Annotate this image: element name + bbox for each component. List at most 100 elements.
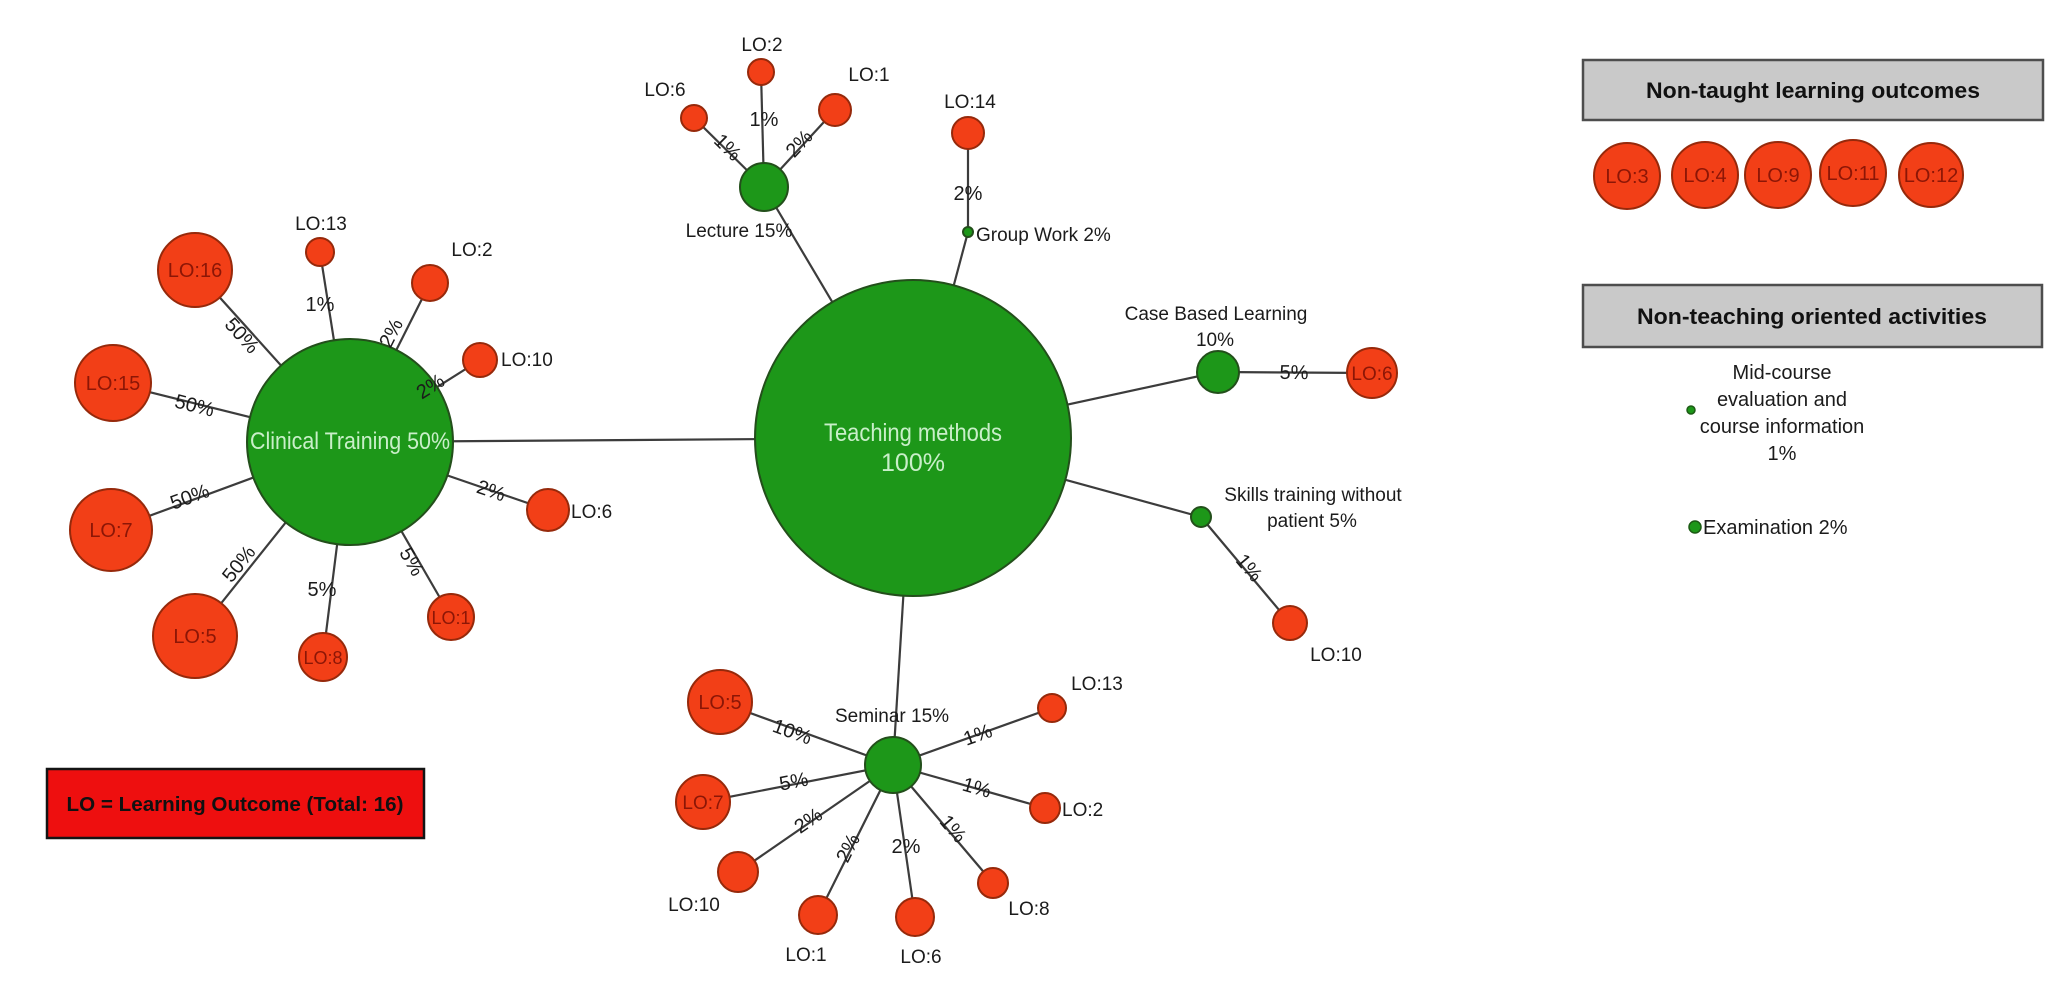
lo-node-se-lo13 (1037, 693, 1067, 723)
node-ext-label-c-lo2-0: LO:2 (451, 240, 492, 261)
node-ext-label-se-lo1-0: LO:1 (785, 945, 826, 966)
edge-label-clinical-c-lo6: 2% (474, 476, 509, 506)
node-ext-label-se-lo8-0: LO:8 (1008, 899, 1049, 920)
lo-node-c-lo2 (411, 264, 449, 302)
examination-bullet-dot (1688, 520, 1702, 534)
node-ext-label-skills-1: patient 5% (1267, 511, 1357, 532)
method-node-groupwork (962, 226, 974, 238)
lo-node-l-lo6 (680, 104, 708, 132)
edge-label-seminar-se-lo5: 10% (769, 715, 814, 749)
examination-label: Examination 2% (1703, 517, 1848, 539)
edge-seminar-se-lo7 (702, 763, 894, 804)
node-label-teaching-0: Teaching methods (824, 419, 1002, 447)
legend-box (45, 767, 426, 840)
edge-skills-s-lo10 (1200, 516, 1291, 624)
lo-node-nt-lo12 (1898, 142, 1964, 208)
edge-label-seminar-se-lo7: 5% (778, 769, 811, 796)
edge-label-lecture-l-lo2: 1% (750, 109, 779, 131)
node-label-se-lo7-0: LO:7 (682, 793, 723, 814)
midcourse-line-1: Mid-course (1733, 362, 1832, 384)
method-node-lecture (739, 162, 789, 212)
edge-label-seminar-se-lo13: 1% (961, 720, 996, 751)
midcourse-bullet-dot (1686, 405, 1696, 415)
lo-node-l-lo2 (747, 58, 775, 86)
lo-node-nt-lo3 (1593, 142, 1661, 210)
non-teaching-panel-box (1581, 283, 2044, 349)
edge-label-lecture-l-lo6: 1% (709, 130, 745, 166)
node-ext-label-l-lo2-0: LO:2 (741, 35, 782, 56)
node-ext-label-se-lo6-0: LO:6 (900, 947, 941, 968)
lo-node-g-lo14 (951, 116, 985, 150)
node-label-c-lo5-0: LO:5 (173, 626, 216, 648)
lo-node-se-lo10 (717, 851, 759, 893)
node-ext-label-l-lo1-0: LO:1 (848, 65, 889, 86)
lo-node-cb-lo6 (1346, 347, 1398, 399)
edge-label-clinical-c-lo13: 1% (306, 294, 335, 316)
midcourse-line-3: course information (1700, 416, 1865, 438)
lo-node-c-lo5 (152, 593, 238, 679)
lo-node-se-lo1 (798, 895, 838, 935)
edge-label-clinical-c-lo16: 50% (220, 314, 263, 359)
node-layer (69, 58, 1964, 937)
edge-label-cbl-cb-lo6: 5% (1280, 362, 1309, 384)
edge-label-skills-s-lo10: 1% (1231, 550, 1267, 586)
non-taught-panel-box (1581, 58, 2045, 122)
non-taught-panel-title: Non-taught learning outcomes (1646, 78, 1980, 103)
lo-node-c-lo7 (69, 488, 153, 572)
node-label-se-lo5-0: LO:5 (698, 692, 741, 714)
edge-label-clinical-c-lo1: 5% (394, 544, 428, 580)
lo-node-c-lo10 (462, 342, 498, 378)
node-ext-label-se-lo10-0: LO:10 (668, 895, 720, 916)
edge-label-clinical-c-lo7: 50% (167, 480, 212, 515)
lo-node-c-lo16 (157, 232, 233, 308)
lo-node-c-lo1 (427, 593, 475, 641)
node-ext-label-se-lo2-0: LO:2 (1062, 800, 1103, 821)
edge-label-clinical-c-lo8: 5% (308, 579, 337, 601)
node-label-clinical-0: Clinical Training 50% (250, 428, 450, 455)
edge-seminar-se-lo10 (737, 764, 894, 873)
edge-label-clinical-c-lo15: 50% (172, 391, 216, 422)
lo-node-s-lo10 (1272, 605, 1308, 641)
method-node-cbl (1196, 350, 1240, 394)
node-ext-label-skills-0: Skills training without (1224, 485, 1402, 506)
lo-node-se-lo7 (675, 774, 731, 830)
node-label-nt-lo4-0: LO:4 (1683, 165, 1726, 187)
edge-label-seminar-se-lo2: 1% (960, 774, 994, 803)
edge-label-clinical-c-lo5: 50% (218, 542, 260, 587)
legend-text: LO = Learning Outcome (Total: 16) (67, 794, 404, 816)
node-ext-label-seminar-0: Seminar 15% (835, 706, 949, 727)
method-node-seminar (864, 736, 922, 794)
midcourse-line-2: evaluation and (1717, 389, 1847, 411)
node-ext-label-se-lo13-0: LO:13 (1071, 674, 1123, 695)
node-ext-label-g-lo14-0: LO:14 (944, 92, 996, 113)
lo-node-c-lo13 (305, 237, 335, 267)
lo-node-se-lo8 (977, 867, 1009, 899)
node-label-cb-lo6-0: LO:6 (1351, 364, 1392, 385)
label-layer: 1%1%2%2%5%1%50%1%2%50%2%50% 2%50%5%5%10%5… (86, 35, 1958, 968)
node-label-c-lo1-0: LO:1 (431, 608, 470, 628)
node-label-c-lo7-0: LO:7 (89, 520, 132, 542)
lo-node-nt-lo11 (1819, 139, 1887, 207)
node-label-nt-lo12-0: LO:12 (1904, 165, 1958, 187)
method-node-clinical (246, 338, 454, 546)
lo-node-se-lo6 (895, 897, 935, 937)
midcourse-line-4: 1% (1768, 443, 1797, 465)
lo-node-se-lo2 (1029, 792, 1061, 824)
non-teaching-panel-title: Non-teaching oriented activities (1637, 304, 1987, 329)
lo-node-nt-lo4 (1671, 141, 1739, 209)
node-ext-label-s-lo10-0: LO:10 (1310, 645, 1362, 666)
node-ext-label-lecture-0: Lecture 15% (686, 221, 793, 242)
node-label-nt-lo11-0: LO:11 (1827, 163, 1880, 185)
edge-label-groupwork-g-lo14: 2% (954, 183, 983, 205)
lo-node-nt-lo9 (1744, 141, 1812, 209)
node-ext-label-cbl-0: Case Based Learning (1125, 304, 1308, 325)
lo-node-c-lo6 (526, 488, 570, 532)
node-ext-label-groupwork-0: Group Work 2% (976, 225, 1111, 246)
node-label-c-lo8-0: LO:8 (303, 648, 342, 668)
method-node-skills (1190, 506, 1212, 528)
node-label-c-lo16-0: LO:16 (168, 260, 222, 282)
edge-label-seminar-se-lo1: 2% (832, 830, 865, 866)
method-node-teaching (754, 279, 1072, 597)
